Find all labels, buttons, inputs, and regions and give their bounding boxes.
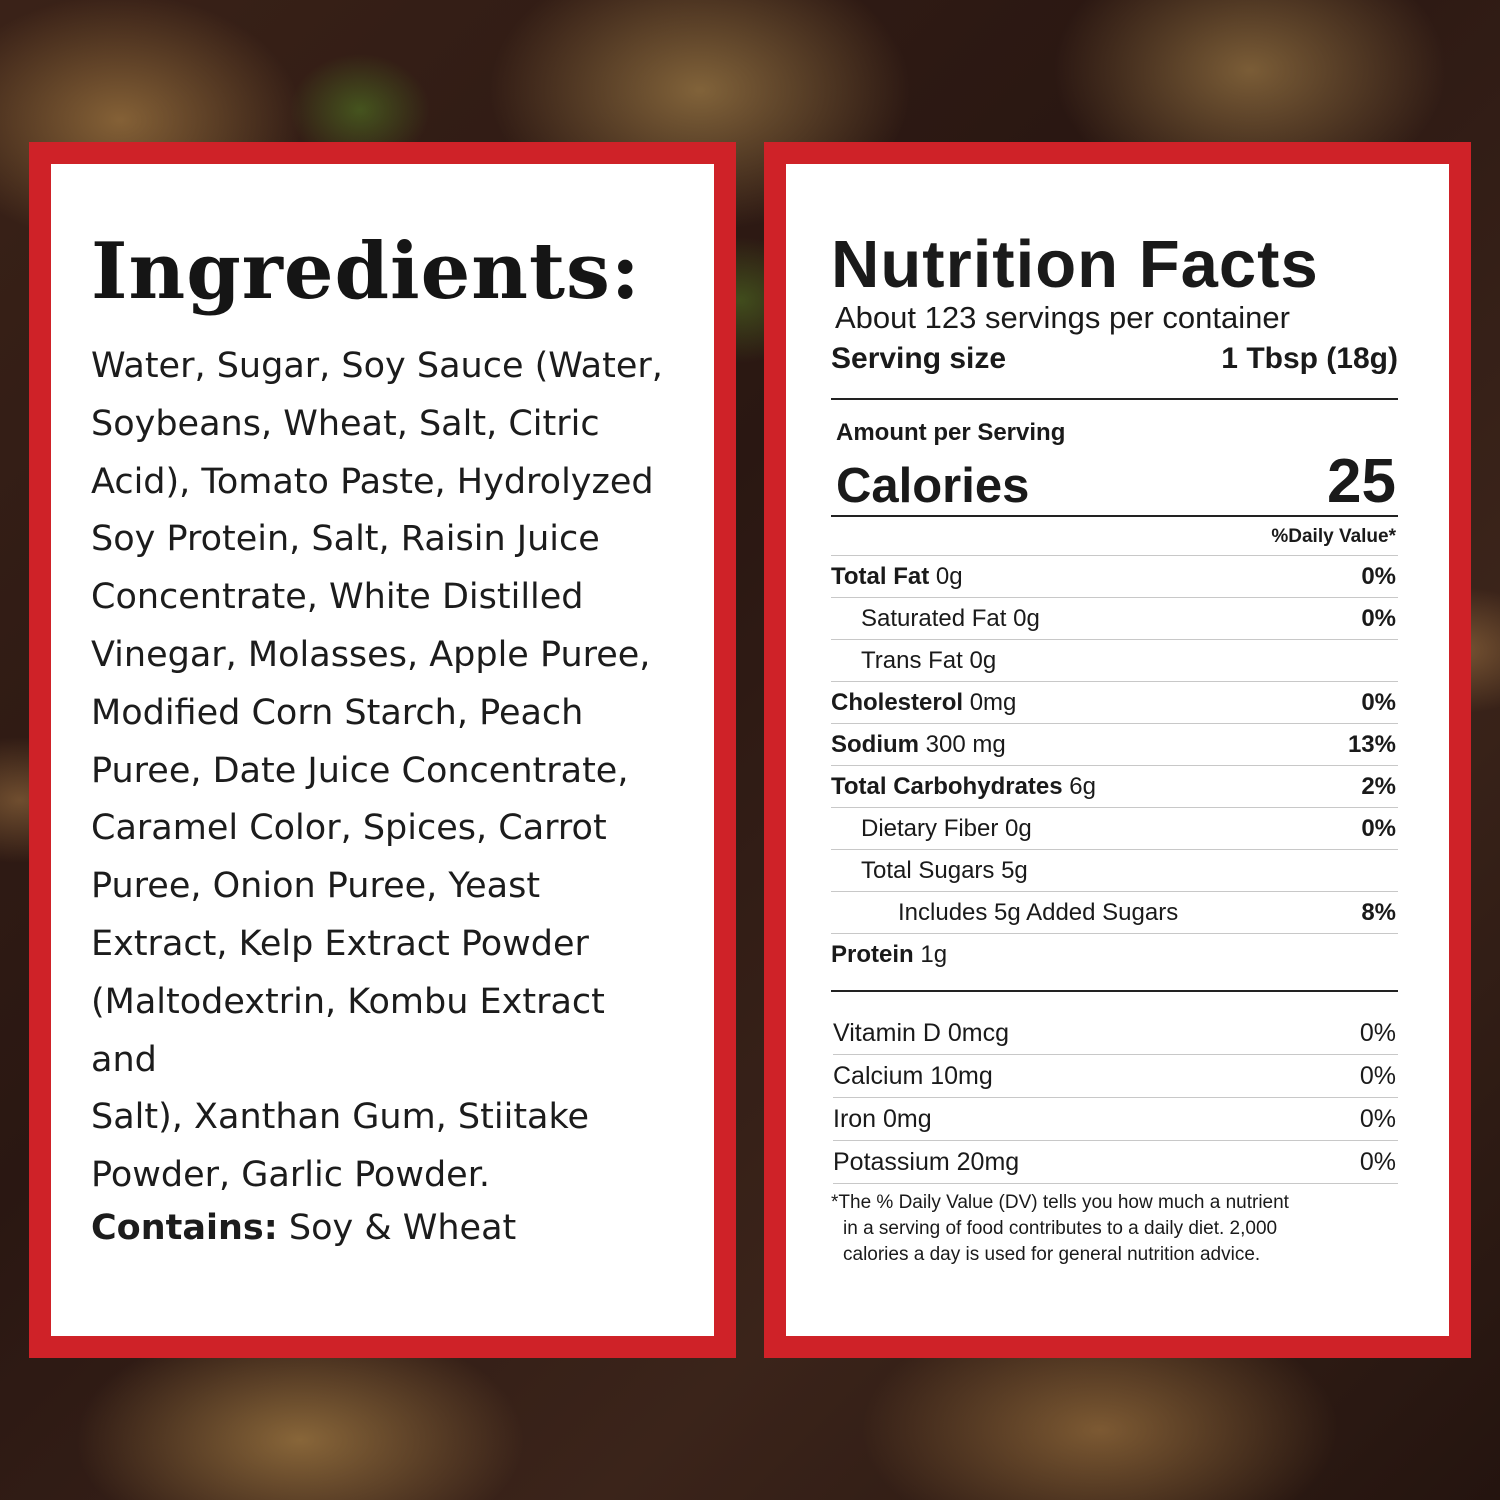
nutrient-daily-value: 2%: [1361, 772, 1396, 800]
nutrient-row: Saturated Fat 0g 0%: [831, 597, 1398, 639]
nutrient-row: Includes 5g Added Sugars 8%: [831, 891, 1398, 933]
vitamin-name: Iron 0mg: [833, 1104, 932, 1133]
divider: [831, 515, 1398, 517]
nutrition-title: Nutrition Facts: [831, 227, 1319, 302]
ingredients-line: Modified Corn Starch, Peach: [91, 692, 584, 733]
nutrient-amount: 0mg: [969, 688, 1017, 716]
nutrient-name: Cholesterol 0mg: [831, 689, 1016, 717]
vitamin-daily-value: 0%: [1359, 1104, 1396, 1133]
amount-per-serving: Amount per Serving: [836, 419, 1066, 446]
vitamin-name: Vitamin D 0mcg: [833, 1018, 1009, 1047]
daily-value-header: %Daily Value*: [1271, 526, 1396, 547]
vitamin-row: Iron 0mg 0%: [833, 1098, 1398, 1141]
nutrient-name: Includes 5g Added Sugars: [831, 899, 1178, 927]
ingredients-line: Extract, Kelp Extract Powder: [91, 923, 589, 964]
nutrient-label: Cholesterol: [831, 688, 964, 716]
ingredients-line: Powder, Garlic Powder.: [91, 1155, 491, 1196]
ingredients-line: (Maltodextrin, Kombu Extract and: [91, 981, 605, 1080]
allergen-statement: Contains: Soy & Wheat: [91, 1208, 517, 1248]
nutrient-row: Sodium 300 mg 13%: [831, 723, 1398, 765]
nutrient-daily-value: 0%: [1361, 562, 1396, 590]
nutrient-name: Protein 1g: [831, 941, 947, 969]
nutrient-daily-value: 13%: [1347, 730, 1396, 758]
vitamin-name: Calcium 10mg: [833, 1061, 993, 1090]
daily-value-footnote: *The % Daily Value (DV) tells you how mu…: [831, 1190, 1371, 1268]
nutrient-name: Saturated Fat 0g: [831, 605, 1040, 633]
nutrient-daily-value: 0%: [1361, 688, 1396, 716]
footnote-line: calories a day is used for general nutri…: [843, 1244, 1261, 1265]
nutrient-name: Dietary Fiber 0g: [831, 815, 1032, 843]
nutrient-amount: 0g: [1005, 814, 1032, 842]
nutrient-name: Total Sugars 5g: [831, 857, 1028, 885]
vitamin-name: Potassium 20mg: [833, 1147, 1020, 1176]
nutrient-label: Trans Fat: [861, 646, 963, 674]
vitamin-daily-value: 0%: [1359, 1147, 1396, 1176]
ingredients-line: Concentrate, White Distilled: [91, 577, 584, 618]
serving-size-label: Serving size: [831, 342, 1007, 375]
nutrition-card: Nutrition Facts About 123 servings per c…: [786, 164, 1449, 1336]
nutrient-row: Trans Fat 0g: [831, 639, 1398, 681]
vitamin-row: Potassium 20mg 0%: [833, 1141, 1398, 1184]
vitamin-row: Calcium 10mg 0%: [833, 1055, 1398, 1098]
nutrient-label: Sodium: [831, 730, 919, 758]
ingredients-line: Water, Sugar, Soy Sauce (Water,: [91, 346, 663, 386]
ingredients-line: Soy Protein, Salt, Raisin Juice: [91, 519, 600, 560]
allergen-prefix: Contains:: [91, 1208, 278, 1248]
divider: [831, 990, 1398, 992]
calories-row: Calories 25: [836, 446, 1396, 517]
nutrient-label: Protein: [831, 940, 914, 968]
ingredients-line: Caramel Color, Spices, Carrot: [91, 808, 607, 849]
nutrient-amount: 0g: [1013, 604, 1040, 632]
nutrient-daily-value: 0%: [1361, 604, 1396, 632]
nutrient-name: Trans Fat 0g: [831, 647, 996, 675]
nutrient-row: Dietary Fiber 0g 0%: [831, 807, 1398, 849]
nutrient-name: Sodium 300 mg: [831, 731, 1006, 759]
nutrient-daily-value: 0%: [1361, 814, 1396, 842]
calories-label: Calories: [836, 459, 1030, 513]
nutrient-label: Total Fat: [831, 562, 930, 590]
nutrient-label: Total Sugars: [861, 856, 995, 884]
nutrient-amount: 0g: [935, 562, 963, 590]
nutrient-label: Saturated Fat: [861, 604, 1007, 632]
ingredients-panel: Ingredients: Water, Sugar, Soy Sauce (Wa…: [29, 142, 736, 1358]
ingredients-line: Salt), Xanthan Gum, Stiitake: [91, 1097, 590, 1138]
ingredients-line: Vinegar, Molasses, Apple Puree,: [91, 634, 651, 675]
nutrient-name: Total Carbohydrates 6g: [831, 773, 1096, 801]
ingredients-card: Ingredients: Water, Sugar, Soy Sauce (Wa…: [51, 164, 714, 1336]
nutrient-name: Total Fat 0g: [831, 563, 963, 591]
nutrient-amount: 0g: [969, 646, 997, 674]
ingredients-line: Soybeans, Wheat, Salt, Citric: [91, 403, 600, 444]
nutrient-row: Total Sugars 5g: [831, 849, 1398, 891]
nutrient-row: Cholesterol 0mg 0%: [831, 681, 1398, 723]
ingredients-line: Acid), Tomato Paste, Hydrolyzed: [91, 461, 654, 502]
vitamin-row: Vitamin D 0mcg 0%: [833, 1012, 1398, 1055]
nutrient-label: Total Carbohydrates: [831, 772, 1063, 800]
servings-per-container: About 123 servings per container: [835, 300, 1290, 335]
serving-size-value: 1 Tbsp (18g): [1221, 342, 1398, 375]
nutrient-row: Total Carbohydrates 6g 2%: [831, 765, 1398, 807]
ingredients-line: Puree, Date Juice Concentrate,: [91, 750, 629, 791]
nutrient-amount: 5g: [1001, 856, 1028, 884]
vitamin-daily-value: 0%: [1359, 1018, 1396, 1047]
divider: [831, 398, 1398, 400]
nutrition-panel: Nutrition Facts About 123 servings per c…: [764, 142, 1471, 1358]
footnote-line: in a serving of food contributes to a da…: [843, 1218, 1278, 1239]
serving-size-row: Serving size 1 Tbsp (18g): [831, 342, 1398, 376]
nutrient-label: Dietary Fiber: [861, 814, 999, 842]
vitamin-daily-value: 0%: [1359, 1061, 1396, 1090]
nutrient-label: Includes 5g Added Sugars: [898, 898, 1179, 926]
vitamin-list: Vitamin D 0mcg 0% Calcium 10mg 0% Iron 0mg 0%…: [833, 1012, 1398, 1184]
ingredients-list: Water, Sugar, Soy Sauce (Water, Soybeans…: [91, 338, 681, 1205]
nutrient-list: Total Fat 0g 0% Saturated Fat 0g 0% Trans Fa…: [831, 555, 1398, 975]
ingredients-title: Ingredients:: [91, 226, 641, 317]
nutrient-daily-value: 8%: [1361, 898, 1396, 926]
nutrient-amount: 6g: [1069, 772, 1096, 800]
nutrient-row: Total Fat 0g 0%: [831, 555, 1398, 597]
nutrient-amount: 300 mg: [925, 730, 1006, 758]
nutrient-row: Protein 1g: [831, 933, 1398, 975]
calories-value: 25: [1327, 447, 1396, 516]
ingredients-line: Puree, Onion Puree, Yeast: [91, 866, 541, 907]
footnote-line: *The % Daily Value (DV) tells you how mu…: [831, 1192, 1289, 1213]
nutrient-amount: 1g: [920, 940, 948, 968]
